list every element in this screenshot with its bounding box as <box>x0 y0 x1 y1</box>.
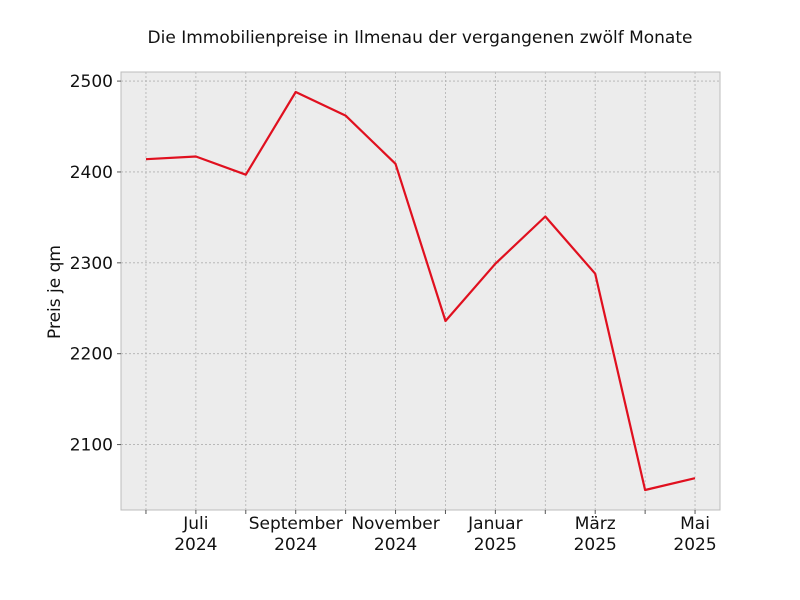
plot-area <box>121 72 720 510</box>
x-tick-label-month: Januar <box>467 514 522 534</box>
y-tick-label: 2100 <box>70 436 113 456</box>
grid-lines <box>121 72 720 510</box>
chart-title: Die Immobilienpreise in Ilmenau der verg… <box>148 28 693 48</box>
x-tick-label-year: 2025 <box>574 535 617 555</box>
x-tick-label-year: 2024 <box>274 535 317 555</box>
x-tick-label-month: September <box>249 514 343 534</box>
x-tick-label-month: Mai <box>680 514 710 534</box>
y-tick-label: 2300 <box>70 254 113 274</box>
y-axis-label: Preis je qm <box>45 245 65 339</box>
y-axis: 2100 2200 2300 2400 2500 <box>70 72 121 456</box>
x-tick-label-month: Juli <box>182 514 208 534</box>
price-series-line <box>145 90 696 492</box>
y-tick-label: 2500 <box>70 72 113 92</box>
x-tick-label-year: 2024 <box>174 535 217 555</box>
x-tick-label-month: März <box>575 514 616 534</box>
x-axis: Juli2024September2024November2024Januar2… <box>145 510 717 555</box>
x-tick-label-month: November <box>351 514 439 534</box>
x-tick-label-year: 2025 <box>673 535 716 555</box>
plot-frame <box>120 71 721 511</box>
y-tick-label: 2400 <box>70 163 113 183</box>
x-tick-label-year: 2024 <box>374 535 417 555</box>
series-layer <box>145 90 696 492</box>
y-tick-label: 2200 <box>70 345 113 365</box>
x-tick-label-year: 2025 <box>474 535 517 555</box>
